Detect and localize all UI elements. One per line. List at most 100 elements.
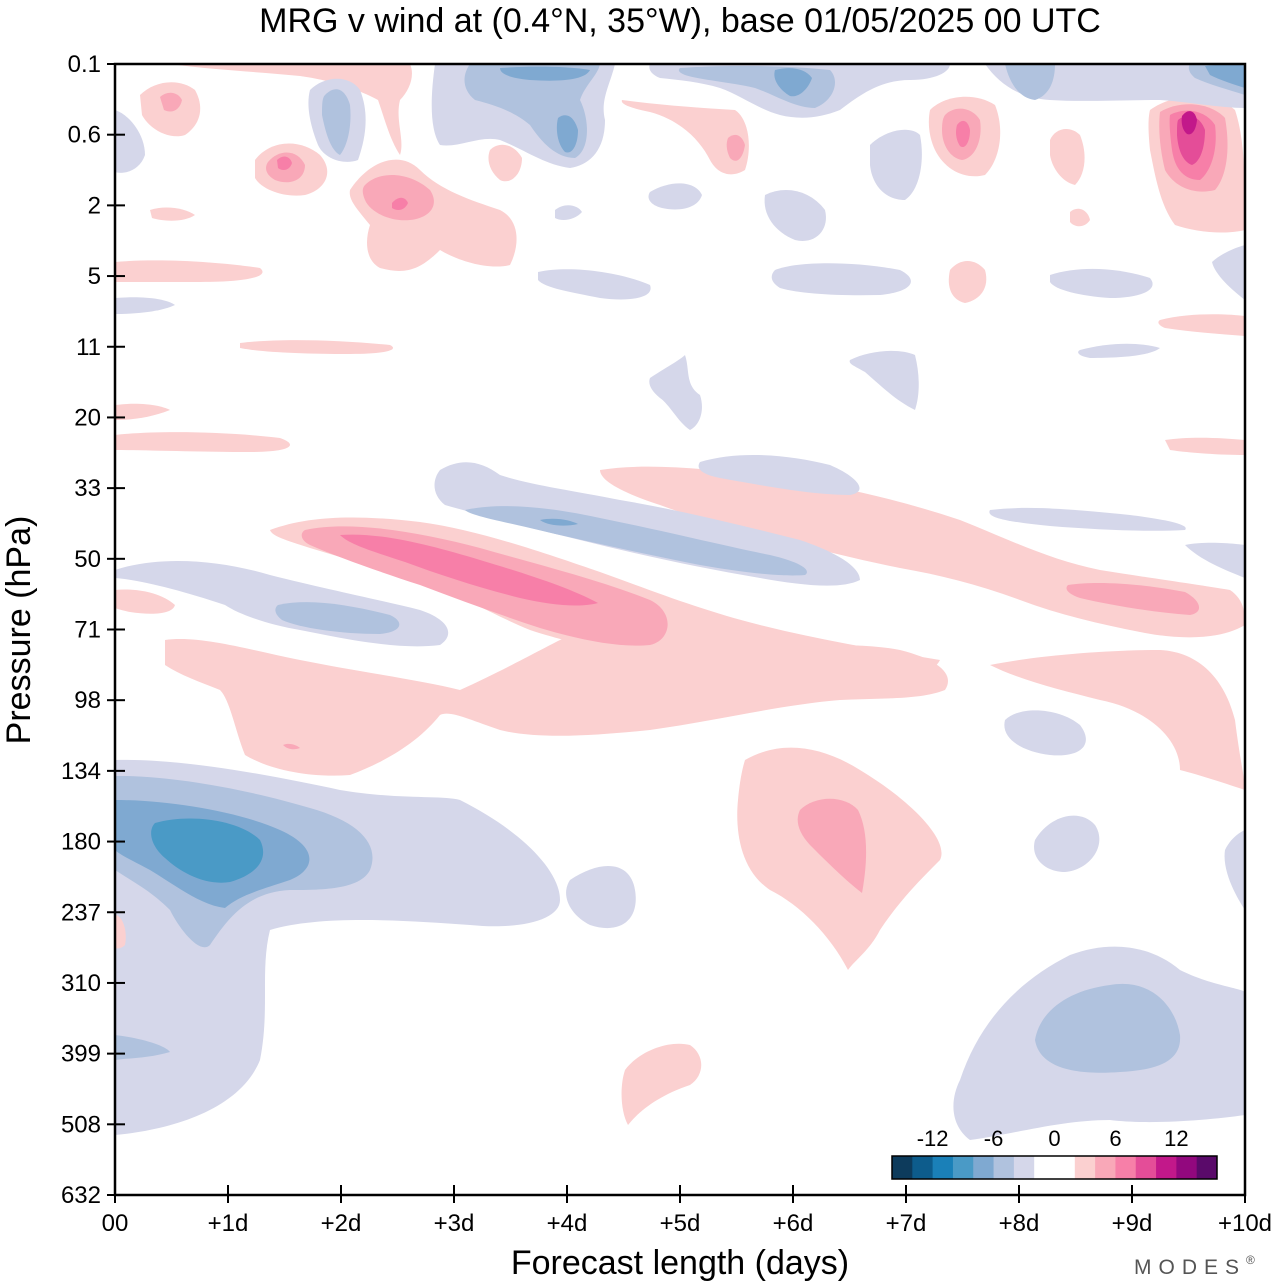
y-tick-label: 11 [76,334,101,361]
contour-pos-4e [1066,582,1200,615]
contour-neg-2d [1034,815,1100,872]
colorbar: -12 -6 0 6 12 [891,1126,1218,1180]
x-tick-label: +3d [434,1210,475,1237]
contour-pos-2r [150,207,195,221]
y-tick-label: 33 [74,475,101,502]
contour-neg-2n [1078,343,1160,358]
contour-pos-2j [115,403,170,420]
y-tick-label: 98 [74,687,101,714]
chart-title: MRG v wind at (0.4°N, 35°W), base 01/05/… [259,2,1101,40]
contour-neg-4b [115,1035,170,1060]
y-tick-label: 180 [61,829,101,856]
contour-neg-4i [1005,64,1055,100]
x-tick-label: 00 [102,1210,129,1237]
colorbar-swatch [952,1156,974,1179]
colorbar-frame [891,1155,1218,1180]
contour-neg-2e [1224,830,1245,910]
contour-neg-4c [1035,983,1181,1073]
contour-neg-2y [1050,268,1153,298]
contour-pos-4h [160,92,182,112]
contour-pos-2e [990,650,1245,790]
y-axis-label: Pressure (hPa) [0,516,38,745]
x-tick-label: +6d [773,1210,814,1237]
colorbar-label: -6 [984,1126,1004,1151]
contour-neg-2s [115,110,145,173]
contour-neg-6d [556,115,578,153]
x-tick-label: +7d [886,1210,927,1237]
watermark: MODES® [1134,1253,1255,1279]
contour-neg-2k [1185,542,1245,578]
x-axis: 00 +1d +2d +3d +4d +5d +6d +7d +8d +9d +10d [102,1185,1272,1237]
x-tick-label: +2d [321,1210,362,1237]
y-tick-label: 237 [61,899,101,926]
y-tick-label: 71 [74,617,101,644]
contour-neg-2x [771,263,911,296]
contour-neg-4e [275,602,400,634]
contour-neg-6e [774,68,812,97]
contour-pos-4f [362,174,434,221]
colorbar-swatch [1196,1156,1218,1179]
watermark-text: MODES [1134,1256,1246,1279]
y-tick-label: 0.6 [68,122,101,149]
y-tick-label: 50 [74,546,101,573]
contour-neg-2m [849,350,919,410]
y-tick-label: 632 [61,1182,101,1209]
x-tick-label: +4d [547,1210,588,1237]
contour-pos-6c [277,156,292,171]
x-axis-label: Forecast length (days) [511,1244,849,1282]
colorbar-swatch [1013,1156,1035,1179]
x-tick-label: +10d [1218,1210,1272,1237]
contour-neg-2l [649,355,702,430]
contour-pos-2t [488,144,522,182]
x-tick-label: +8d [999,1210,1040,1237]
colorbar-swatch [932,1156,954,1179]
colorbar-label: 6 [1109,1126,1121,1151]
colorbar-label: 12 [1164,1126,1188,1151]
colorbar-swatch [1074,1156,1096,1179]
contour-pos-6 [340,534,598,606]
y-tick-label: 310 [61,970,101,997]
colorbar-swatch [912,1156,934,1179]
contour-pos-2g [115,589,175,614]
contour-neg-2aa [115,297,175,314]
colorbar-swatch [1176,1156,1198,1179]
contour-neg-2z [1212,245,1245,300]
contour-neg-6f [1205,64,1245,88]
contour-pos-2l [1158,314,1245,336]
y-tick-label: 20 [74,404,101,431]
contour-pos-10 [1181,111,1197,135]
contour-neg-2f [1004,710,1086,756]
contour-pos-2w [1050,128,1085,185]
contour-neg-2w [538,269,651,300]
contour-pos-2b [621,1043,702,1125]
contour-fills [115,64,1245,1140]
y-tick-label: 134 [61,758,101,785]
colorbar-swatch [1156,1156,1177,1179]
registered-mark: ® [1246,1253,1255,1267]
contour-pos-2k [115,432,290,452]
y-axis: 0.1 0.6 2 5 11 20 33 50 71 98 134 180 237 310 399 508 63… [61,51,125,1209]
colorbar-swatch [1115,1156,1137,1179]
colorbar-swatch [892,1156,913,1179]
contour-pos-2s [115,260,263,282]
colorbar-label: 0 [1048,1126,1060,1151]
contour-neg-2v [648,183,702,210]
y-tick-label: 399 [61,1041,101,1068]
colorbar-swatch [1054,1156,1076,1179]
colorbar-swatch [1135,1156,1157,1179]
contour-pos-4c [283,743,300,750]
contour-pos-2u [621,100,749,175]
y-tick-label: 2 [88,192,101,219]
contour-pos-2i [240,340,394,354]
contour-neg-6c [500,66,590,81]
contour-pos-4 [797,798,867,893]
y-tick-label: 0.1 [68,51,101,78]
x-tick-label: +9d [1112,1210,1153,1237]
contour-pos-2x [1070,208,1090,227]
contour-neg-2u [764,190,826,241]
contour-pos-2z [948,261,987,303]
y-tick-label: 508 [61,1111,101,1138]
contour-neg-2b [566,866,636,929]
contour-neg-6b [540,518,578,526]
